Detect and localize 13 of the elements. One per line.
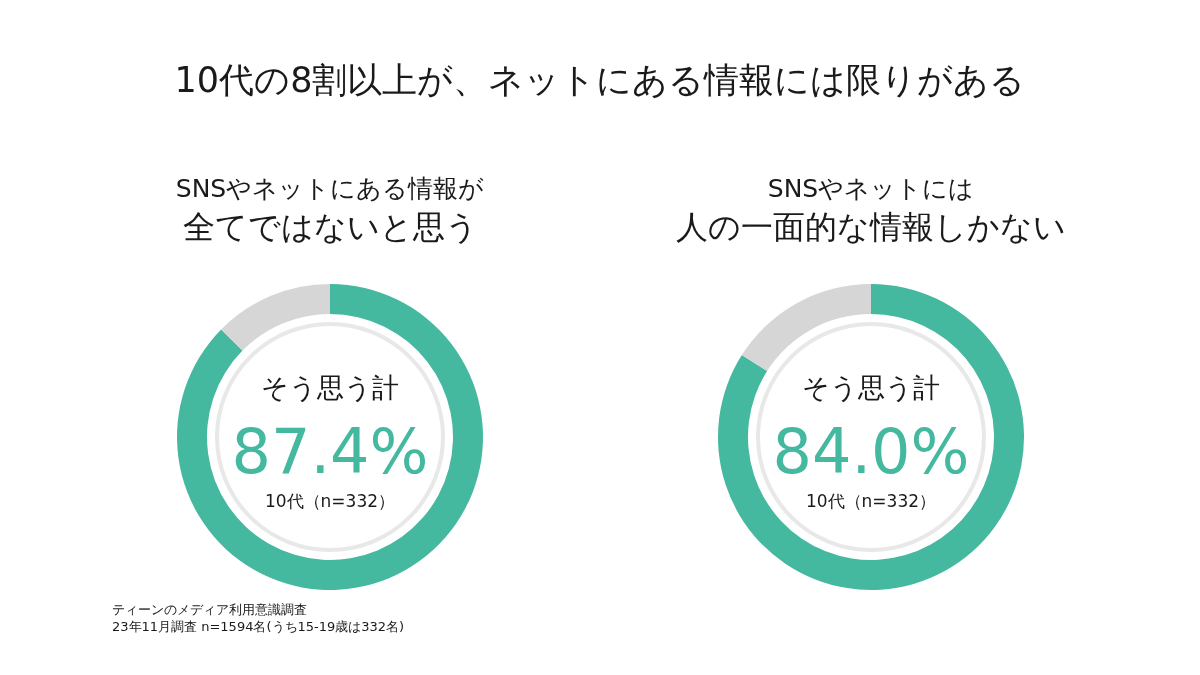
data-label: 87.4% (231, 415, 429, 488)
data-label: 84.0% (772, 415, 970, 488)
chart-title: SNSやネットにある情報が (175, 174, 485, 203)
text: 10代（n=332） (264, 491, 396, 511)
slice-label: そう思う計 (802, 372, 940, 403)
text: 23年11月調査 n=1594名(うち15-19歳は332名) (112, 619, 405, 634)
text: ティーンのメディア利用意識調査 (112, 602, 307, 617)
text: 10代（n=332） (805, 491, 937, 511)
chart-title: SNSやネットには (767, 174, 975, 203)
chart-subtitle: 人の一面的な情報しかない (676, 208, 1066, 246)
chart-subtitle: 全てではないと思う (182, 208, 478, 246)
text: 10代の8割以上が、ネットにある情報には限りがある (174, 60, 1026, 100)
slice-label: そう思う計 (261, 372, 399, 403)
